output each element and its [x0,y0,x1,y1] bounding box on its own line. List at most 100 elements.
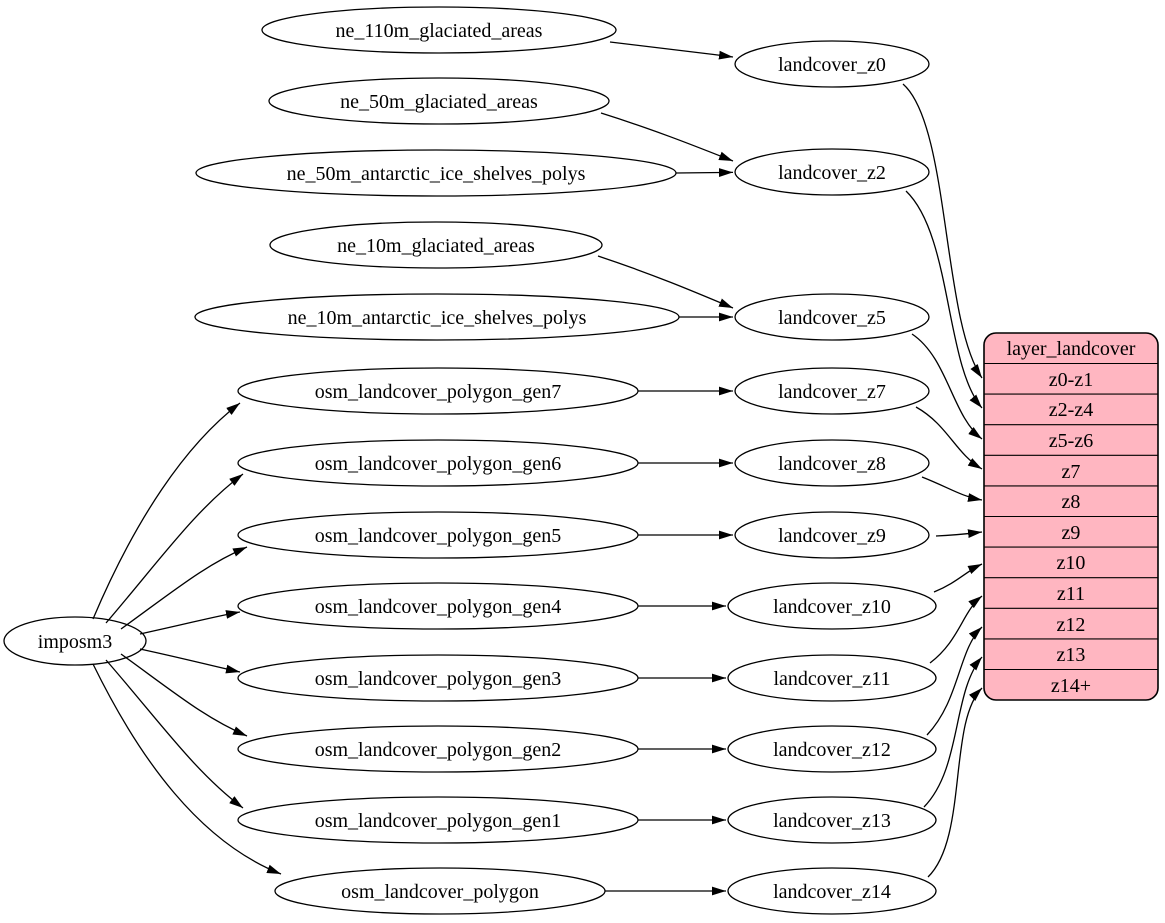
node-label: ne_10m_glaciated_areas [337,235,535,257]
edge-z10--row-z10 [933,563,983,593]
node-label: landcover_z10 [773,596,891,618]
node-ne-10m-glaciated-areas: ne_10m_glaciated_areas [269,221,603,269]
node-ellipse [727,867,937,915]
edge-imposm3--gen4 [139,610,241,635]
node-label: osm_landcover_polygon_gen1 [315,810,562,832]
edge-ne50m-antarctic--z2 [675,168,734,177]
node-landcover-z5: landcover_z5 [734,293,930,341]
node-osm-landcover-polygon-gen1: osm_landcover_polygon_gen1 [237,796,639,844]
node-ellipse [734,40,930,88]
record-row-z13: z13 [1057,644,1086,666]
edge-z11--row-z11 [929,595,983,664]
node-ellipse [727,654,937,702]
edge-ne50m-glaciated--z2 [600,112,734,162]
record-row-z8: z8 [1062,491,1081,513]
node-ne-50m-glaciated-areas: ne_50m_glaciated_areas [268,77,610,125]
node-osm-landcover-polygon-gen5: osm_landcover_polygon_gen5 [237,511,639,559]
node-landcover-z13: landcover_z13 [727,796,937,844]
node-ellipse [727,725,937,773]
edge-z2--row-z2-z4 [905,190,983,409]
node-label: osm_landcover_polygon_gen3 [315,668,562,690]
node-landcover-z2: landcover_z2 [734,148,930,196]
edge-z5--row-z5-z6 [911,333,983,440]
edge-z0--row-z0-z1 [902,83,983,379]
record-title: layer_landcover [1007,338,1136,360]
node-label: landcover_z13 [773,810,891,832]
node-osm-landcover-polygon-gen7: osm_landcover_polygon_gen7 [237,367,639,415]
node-label: ne_110m_glaciated_areas [336,20,543,42]
record-row-z12: z12 [1057,614,1086,636]
node-landcover-z7: landcover_z7 [734,367,930,415]
node-label: osm_landcover_polygon_gen2 [315,739,562,761]
node-label: ne_50m_glaciated_areas [340,91,538,113]
node-osm-landcover-polygon-gen4: osm_landcover_polygon_gen4 [237,582,639,630]
node-osm-landcover-polygon-gen3: osm_landcover_polygon_gen3 [237,654,639,702]
node-label: landcover_z12 [773,739,891,761]
node-label: landcover_z0 [778,54,886,76]
node-label: ne_50m_antarctic_ice_shelves_polys [287,163,586,185]
node-imposm3: imposm3 [3,616,147,666]
node-ne-110m-glaciated-areas: ne_110m_glaciated_areas [261,6,617,54]
node-ellipse [734,148,930,196]
node-label: osm_landcover_polygon_gen7 [315,381,562,403]
record-row-z11: z11 [1057,583,1085,605]
node-osm-landcover-polygon: osm_landcover_polygon [274,867,606,915]
node-ellipse [734,439,930,487]
node-label: landcover_z7 [778,381,886,403]
edge-imposm3--gen1 [105,659,244,809]
node-label: landcover_z5 [778,307,886,329]
node-label: landcover_z14 [773,881,891,903]
node-ellipse [727,582,937,630]
edge-imposm3--gen6 [105,473,244,624]
node-osm-landcover-polygon-gen6: osm_landcover_polygon_gen6 [237,439,639,487]
node-label: landcover_z2 [778,162,886,184]
node-ellipse [734,367,930,415]
node-label: landcover_z8 [778,453,886,475]
node-landcover-z8: landcover_z8 [734,439,930,487]
node-label: landcover_z11 [774,668,891,690]
node-label: imposm3 [38,631,112,653]
node-ellipse [268,77,610,125]
node-label: landcover_z9 [778,525,886,547]
edge-z7--row-z7 [915,406,983,470]
edge-imposm3--gen2 [120,653,248,737]
node-landcover-z10: landcover_z10 [727,582,937,630]
node-label: ne_10m_antarctic_ice_shelves_polys [288,307,587,329]
node-landcover-z12: landcover_z12 [727,725,937,773]
record-row-z5-z6: z5-z6 [1049,430,1093,452]
node-label: osm_landcover_polygon_gen5 [315,525,562,547]
node-ellipse [727,796,937,844]
edge-imposm3--osm-landcover-polygon [92,663,282,875]
node-ne-50m-antarctic-ice-shelves-polys: ne_50m_antarctic_ice_shelves_polys [195,149,677,197]
edge-imposm3--gen5 [120,546,248,630]
edge-ne10m-glaciated--z5 [597,255,734,309]
node-landcover-z11: landcover_z11 [727,654,937,702]
edge-ne110m--z0 [609,41,734,60]
record-row-z10: z10 [1057,552,1086,574]
record-row-z7: z7 [1062,461,1081,483]
node-label: osm_landcover_polygon_gen4 [315,596,562,618]
node-landcover-z0: landcover_z0 [734,40,930,88]
record-row-z14plus: z14+ [1051,675,1091,697]
edge-z13--row-z13 [923,656,983,808]
node-ne-10m-antarctic-ice-shelves-polys: ne_10m_antarctic_ice_shelves_polys [194,293,680,341]
node-label: osm_landcover_polygon_gen6 [315,453,562,475]
edge-z9--row-z9 [935,529,983,539]
edge-imposm3--gen7 [92,402,241,620]
record-row-z2-z4: z2-z4 [1049,399,1093,421]
node-label: osm_landcover_polygon [341,881,539,903]
node-ellipse [269,221,603,269]
node-layer-landcover: layer_landcover z0-z1 z2-z4 z5-z6 z7 z8 … [983,332,1159,701]
node-osm-landcover-polygon-gen2: osm_landcover_polygon_gen2 [237,725,639,773]
edge-z8--row-z8 [921,476,983,502]
edge-imposm3--gen3 [139,648,241,674]
node-ellipse [261,6,617,54]
node-ellipse [734,511,930,559]
node-ellipse [3,616,147,666]
node-landcover-z9: landcover_z9 [734,511,930,559]
record-row-z0-z1: z0-z1 [1049,369,1093,391]
node-ellipse [734,293,930,341]
node-landcover-z14: landcover_z14 [727,867,937,915]
